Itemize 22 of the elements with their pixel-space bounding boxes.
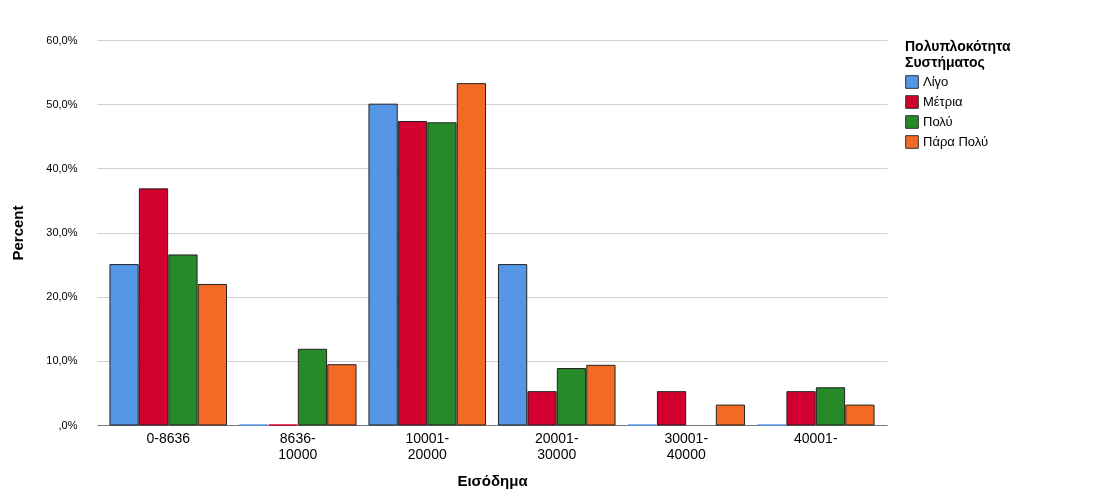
x-tick-label: 0-8636 [146, 429, 191, 446]
bar [656, 391, 687, 426]
x-tick-label: 40001- [793, 429, 838, 446]
x-tick-label: 30001- 40000 [664, 429, 709, 462]
y-tick-label: 50,0% [46, 97, 78, 110]
legend-label: Μέτρια [923, 94, 964, 109]
y-tick-label: 60,0% [46, 33, 78, 46]
y-tick-label: 20,0% [46, 290, 78, 303]
y-tick-label: 40,0% [46, 161, 78, 174]
x-tick-label: 8636- 10000 [278, 429, 318, 462]
y-axis-title: Percent [9, 205, 27, 261]
y-tick-label: 30,0% [46, 226, 78, 238]
y-tick-label: 10,0% [46, 354, 78, 367]
legend-label: Πάρα Πολύ [923, 134, 989, 149]
x-tick-label: 10001- 20000 [405, 429, 450, 462]
x-tick-label: 20001- 30000 [534, 429, 579, 462]
legend-title: Πολυπλοκότητα Συστήματος [905, 38, 1011, 70]
legend-label: Πολύ [923, 114, 953, 129]
legend-label: Λίγο [923, 74, 949, 89]
y-tick-label: ,0% [58, 418, 78, 431]
bar [715, 404, 746, 426]
x-axis-title: Εισόδημα [457, 471, 529, 489]
